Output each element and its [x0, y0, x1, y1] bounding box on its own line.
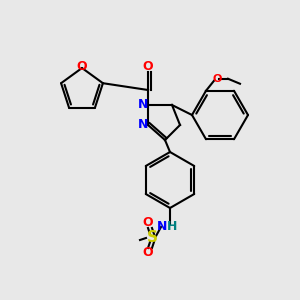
Text: O: O: [143, 217, 153, 230]
Text: O: O: [143, 61, 153, 74]
Text: S: S: [146, 230, 158, 245]
Text: N: N: [138, 118, 148, 131]
Text: O: O: [143, 247, 153, 260]
Text: N: N: [138, 98, 148, 112]
Text: H: H: [167, 220, 177, 233]
Text: N: N: [157, 220, 167, 233]
Text: O: O: [77, 59, 87, 73]
Text: O: O: [212, 74, 222, 84]
